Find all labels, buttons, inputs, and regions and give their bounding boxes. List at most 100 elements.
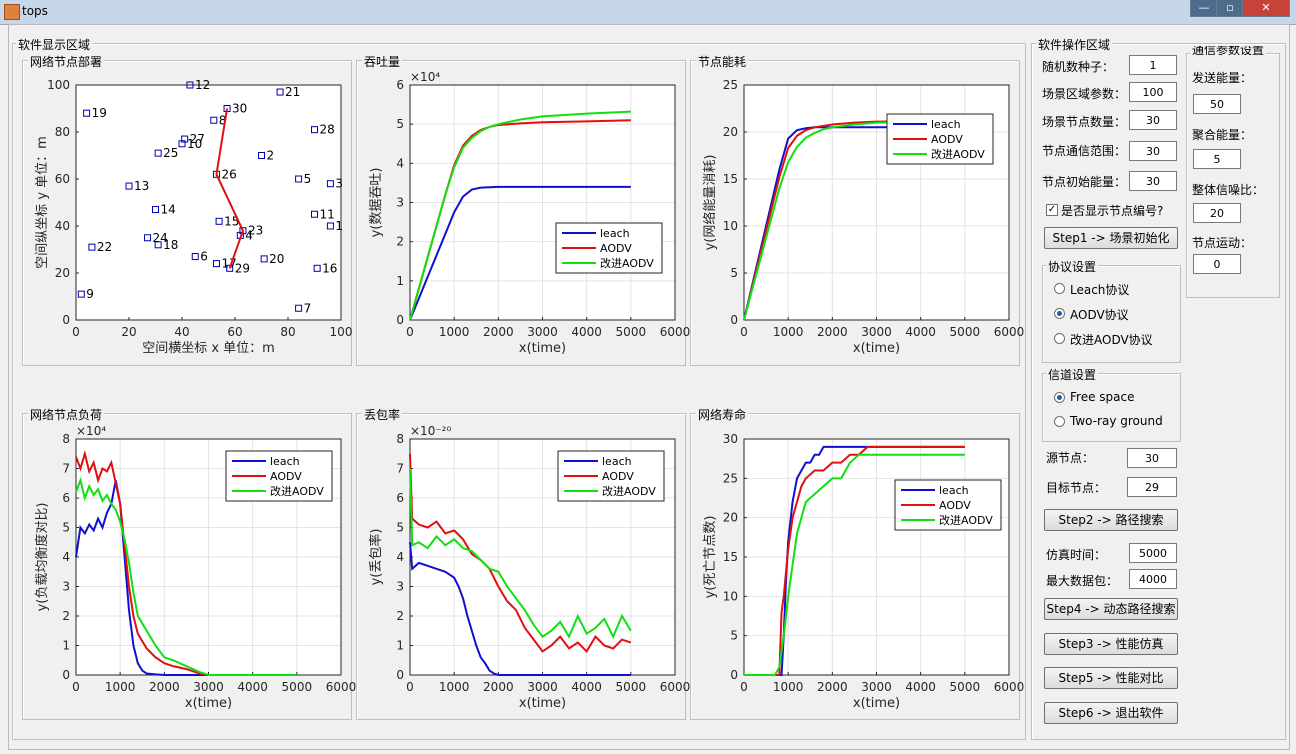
- node-marker: [326, 222, 334, 230]
- snr-label: 整体信噪比：: [1192, 183, 1265, 197]
- agg-input[interactable]: 5: [1193, 149, 1241, 169]
- radio-improved-aodv[interactable]: [1054, 333, 1065, 344]
- tick-label-x: 0: [72, 325, 80, 339]
- step6-button[interactable]: Step6 -> 退出软件: [1044, 702, 1178, 724]
- node-label: 7: [304, 301, 312, 315]
- y-axis-label: 空间纵坐标 y 单位：m: [35, 136, 50, 269]
- node-marker: [311, 126, 318, 134]
- chart-title-lifetime: 网络寿命: [696, 406, 749, 423]
- snr-input[interactable]: 20: [1193, 203, 1241, 223]
- tick-label-y: 4: [396, 156, 404, 170]
- nodes-input[interactable]: 30: [1129, 110, 1177, 130]
- tick-label-x: 2000: [817, 325, 848, 339]
- show-ids-label: 是否显示节点编号?: [1061, 204, 1164, 218]
- tick-label-y: 0: [396, 313, 404, 327]
- radio-leach[interactable]: [1054, 283, 1065, 294]
- series-line: [744, 445, 965, 676]
- node-marker: [311, 210, 318, 218]
- chart-panel-loss: [356, 413, 686, 720]
- series-line: [409, 185, 631, 321]
- tick-label-x: 1000: [439, 325, 470, 339]
- show-ids-checkbox[interactable]: ✓: [1046, 204, 1058, 216]
- tick-label-y: 25: [723, 78, 738, 92]
- src-node-input[interactable]: 30: [1127, 448, 1177, 468]
- node-marker: [125, 182, 133, 190]
- tick-label-x: 5000: [282, 680, 313, 694]
- node-marker: [295, 175, 303, 183]
- tick-label-y: 6: [396, 78, 404, 92]
- seed-input[interactable]: 1: [1129, 55, 1177, 75]
- legend-label: 改进AODV: [602, 484, 656, 498]
- tick-label-x: 3000: [861, 680, 892, 694]
- tick-label-y: 5: [730, 266, 738, 280]
- step3-button[interactable]: Step3 -> 性能仿真: [1044, 633, 1178, 655]
- move-input[interactable]: 0: [1193, 254, 1241, 274]
- route-path: [215, 108, 245, 269]
- seed-label: 随机数种子：: [1042, 60, 1115, 74]
- node-label: 20: [269, 252, 284, 266]
- tick-label-y: 60: [55, 172, 70, 186]
- nodes-label: 场景节点数量：: [1042, 115, 1127, 129]
- legend-label: AODV: [931, 133, 963, 146]
- node-marker: [212, 260, 220, 268]
- area-input[interactable]: 100: [1129, 82, 1177, 102]
- node-marker: [181, 135, 189, 143]
- tick-label-y: 40: [55, 219, 70, 233]
- tick-label-y: 5: [396, 521, 404, 535]
- minimize-button[interactable]: —: [1190, 0, 1218, 17]
- step2-button[interactable]: Step2 -> 路径搜索: [1044, 509, 1178, 531]
- sim-time-label: 仿真时间：: [1046, 548, 1107, 562]
- window-title: tops: [22, 4, 48, 18]
- tick-label-x: 2000: [483, 680, 514, 694]
- radio-improved-aodv-label: 改进AODV协议: [1070, 333, 1153, 347]
- radio-two-ray[interactable]: [1054, 416, 1065, 427]
- maximize-button[interactable]: ▫: [1216, 0, 1244, 17]
- tick-label-y: 2: [62, 609, 70, 623]
- plot-border-0: [75, 84, 342, 321]
- range-input[interactable]: 30: [1129, 141, 1177, 161]
- tick-label-y: 1: [396, 274, 404, 288]
- plot-area-0: [75, 84, 342, 321]
- step5-button[interactable]: Step5 -> 性能对比: [1044, 667, 1178, 689]
- node-marker: [152, 206, 159, 214]
- node-label: 8: [219, 113, 227, 127]
- tick-label-x: 2000: [483, 325, 514, 339]
- step1-button[interactable]: Step1 -> 场景初始化: [1044, 227, 1178, 249]
- channel-panel: [1042, 373, 1181, 442]
- x-axis-label: x(time): [519, 341, 566, 356]
- tick-label-x: 5000: [950, 325, 981, 339]
- op-area-panel: [1031, 43, 1286, 740]
- node-label: 21: [285, 85, 300, 99]
- chart-panel-lifetime: [690, 413, 1020, 720]
- series-line: [409, 542, 631, 676]
- axis-exponent: ×10⁻²⁰: [410, 424, 451, 438]
- close-button[interactable]: ✕: [1242, 0, 1290, 17]
- tick-label-x: 1000: [773, 325, 804, 339]
- tick-label-y: 15: [723, 550, 738, 564]
- legend-label: leach: [939, 484, 969, 497]
- range-label: 节点通信范围：: [1042, 144, 1127, 158]
- tick-label-y: 3: [62, 580, 70, 594]
- tick-label-x: 0: [406, 325, 414, 339]
- tick-label-y: 3: [396, 580, 404, 594]
- x-axis-label: x(time): [853, 696, 900, 711]
- node-label: 10: [187, 137, 202, 151]
- tick-label-x: 0: [740, 325, 748, 339]
- node-marker: [154, 149, 162, 157]
- tick-label-x: 100: [330, 325, 353, 339]
- tick-label-x: 4000: [905, 680, 936, 694]
- protocol-title: 协议设置: [1046, 258, 1099, 275]
- sim-time-input[interactable]: 5000: [1129, 543, 1177, 563]
- dst-node-input[interactable]: 29: [1127, 477, 1177, 497]
- energy-input[interactable]: 30: [1129, 171, 1177, 191]
- x-axis-label: 空间横坐标 x 单位：m: [142, 341, 275, 356]
- radio-free-space[interactable]: [1054, 392, 1065, 403]
- node-label: 28: [320, 123, 335, 137]
- tick-label-x: 1000: [105, 680, 136, 694]
- max-packets-input[interactable]: 4000: [1129, 569, 1177, 589]
- step4-button[interactable]: Step4 -> 动态路径搜索: [1044, 598, 1178, 620]
- send-input[interactable]: 50: [1193, 94, 1241, 114]
- node-marker: [77, 290, 85, 298]
- radio-aodv[interactable]: [1054, 308, 1065, 319]
